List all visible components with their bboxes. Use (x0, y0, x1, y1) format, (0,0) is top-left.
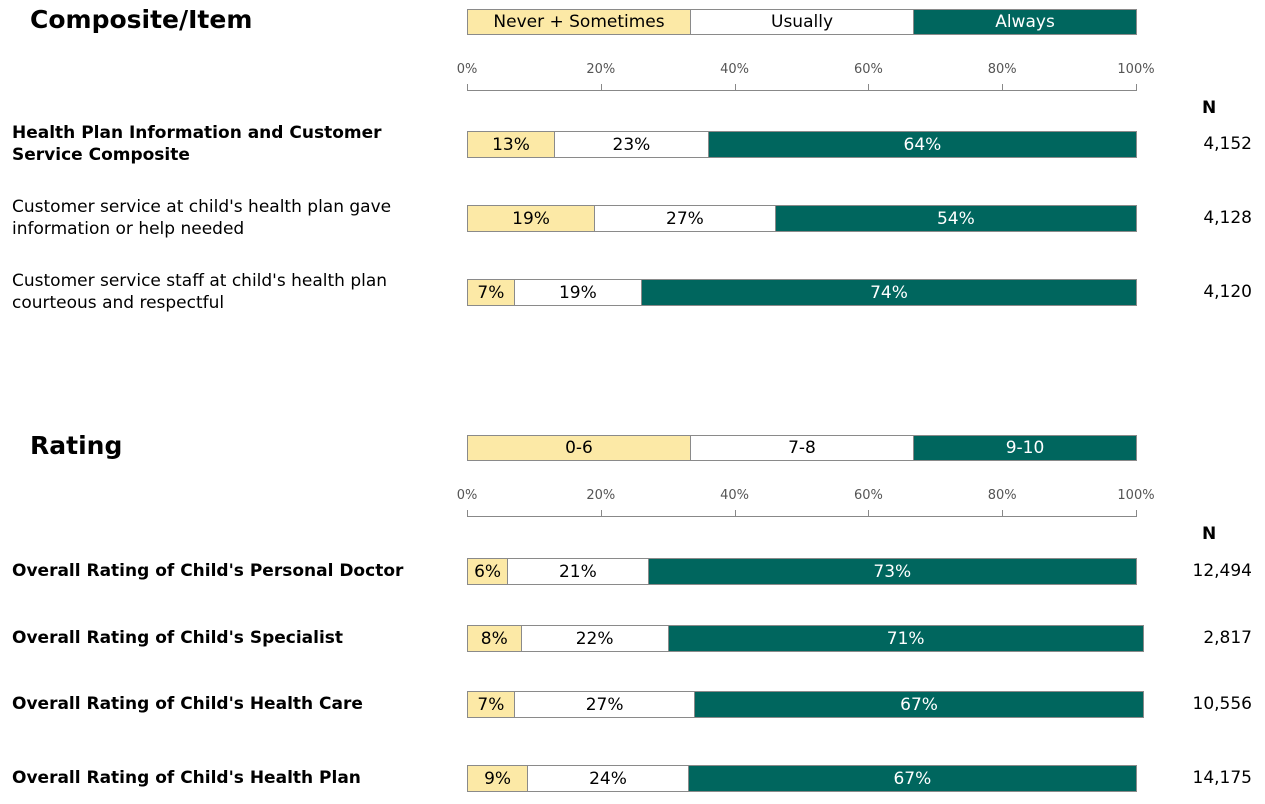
category-label: Overall Rating of Child's Personal Docto… (12, 561, 404, 581)
tick-mark (734, 510, 736, 517)
n-header: N (1202, 524, 1217, 544)
tick-mark (868, 84, 870, 91)
bar-segment: 21% (507, 558, 649, 585)
x-tick-label: 20% (586, 62, 616, 77)
x-tick-label: 40% (720, 488, 750, 503)
tick-mark (1002, 510, 1004, 517)
bar-segment: 27% (594, 205, 776, 232)
n-value: 4,128 (1203, 208, 1252, 228)
x-tick-label: 80% (987, 62, 1017, 77)
bar-segment: 27% (513, 691, 696, 718)
x-tick-label: 100% (1117, 488, 1155, 503)
bar-segment: 9% (467, 765, 529, 792)
x-tick-label: 60% (853, 488, 883, 503)
category-label: Health Plan Information and Customer Ser… (12, 123, 382, 165)
tick-mark (868, 510, 870, 517)
n-header: N (1202, 98, 1217, 118)
legend-item: Always (913, 9, 1137, 35)
bar-segment: 54% (774, 205, 1137, 232)
bar-segment: 74% (640, 279, 1137, 306)
tick-mark (467, 84, 468, 91)
bar-segment: 64% (707, 131, 1137, 158)
legend-item: 7-8 (690, 435, 914, 461)
bar-segment: 22% (520, 625, 669, 652)
bar-segment: 73% (647, 558, 1137, 585)
bar-segment: 24% (527, 765, 689, 792)
tick-mark (1136, 84, 1137, 91)
n-value: 2,817 (1203, 628, 1252, 648)
bar-segment: 13% (467, 131, 555, 158)
bar-segment: 8% (467, 625, 522, 652)
legend-item: 9-10 (913, 435, 1137, 461)
tick-mark (1136, 510, 1137, 517)
x-tick-label: 60% (853, 62, 883, 77)
tick-mark (467, 510, 468, 517)
x-tick-label: 20% (586, 488, 616, 503)
n-value: 4,120 (1203, 282, 1252, 302)
legend-item: Never + Sometimes (467, 9, 691, 35)
tick-mark (1002, 84, 1004, 91)
legend-item: Usually (690, 9, 914, 35)
chart-title: Rating (30, 431, 123, 460)
category-label: Overall Rating of Child's Specialist (12, 628, 344, 648)
n-value: 4,152 (1203, 134, 1252, 154)
tick-mark (600, 510, 602, 517)
bar-segment: 19% (467, 205, 596, 232)
bar-segment: 23% (553, 131, 709, 158)
bar-segment: 7% (467, 279, 515, 306)
x-tick-label: 0% (456, 62, 478, 77)
x-axis (467, 516, 1136, 517)
bar-segment: 19% (513, 279, 642, 306)
category-label: Customer service at child's health plan … (12, 197, 392, 239)
tick-mark (600, 84, 602, 91)
bar-segment: 71% (667, 625, 1144, 652)
legend-item: 0-6 (467, 435, 691, 461)
bar-segment: 67% (687, 765, 1137, 792)
n-value: 12,494 (1192, 561, 1252, 581)
x-tick-label: 0% (456, 488, 478, 503)
x-tick-label: 100% (1117, 62, 1155, 77)
n-value: 10,556 (1192, 694, 1252, 714)
x-axis (467, 90, 1136, 91)
x-tick-label: 80% (987, 488, 1017, 503)
tick-mark (734, 84, 736, 91)
bar-segment: 67% (694, 691, 1144, 718)
bar-segment: 6% (467, 558, 509, 585)
category-label: Customer service staff at child's health… (12, 271, 388, 313)
category-label: Overall Rating of Child's Health Care (12, 694, 363, 714)
x-tick-label: 40% (720, 62, 750, 77)
category-label: Overall Rating of Child's Health Plan (12, 768, 361, 788)
n-value: 14,175 (1192, 768, 1252, 788)
bar-segment: 7% (467, 691, 515, 718)
chart-title: Composite/Item (30, 5, 253, 34)
